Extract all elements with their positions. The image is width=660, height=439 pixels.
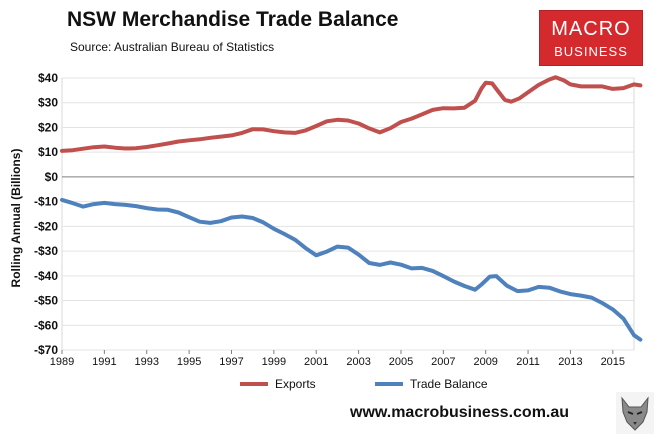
y-tick-label: $10 [38, 145, 58, 159]
legend-label-trade-balance: Trade Balance [410, 377, 488, 391]
website-url: www.macrobusiness.com.au [350, 404, 570, 421]
macrobusiness-logo: MACRO BUSINESS [539, 10, 643, 66]
y-tick-label: -$30 [34, 244, 58, 258]
x-tick-label: 2011 [516, 356, 540, 368]
y-tick-label: $20 [38, 120, 58, 134]
y-tick-label: -$60 [34, 318, 58, 332]
x-tick-label: 1991 [92, 356, 116, 368]
x-axis-tick-labels: 1989 1991 1993 1995 1997 1999 2001 2003 2005 2007… [50, 350, 625, 368]
x-tick-label: 1993 [134, 356, 158, 368]
logo-line-2: BUSINESS [554, 44, 628, 59]
legend-label-exports: Exports [275, 377, 316, 391]
x-tick-label: 2015 [601, 356, 625, 368]
legend: Exports Trade Balance [240, 377, 488, 391]
series-line-trade-balance [60, 197, 643, 342]
plot-area [61, 77, 635, 351]
chart-source: Source: Australian Bureau of Statistics [70, 40, 275, 54]
x-tick-label: 2013 [558, 356, 582, 368]
x-tick-label: 2009 [473, 356, 497, 368]
x-tick-label: 2005 [389, 356, 413, 368]
wolf-icon [616, 392, 654, 434]
y-tick-label: $40 [38, 71, 58, 85]
gridlines [62, 77, 634, 351]
y-tick-label: $30 [38, 96, 58, 110]
x-tick-label: 1997 [219, 356, 243, 368]
chart-title: NSW Merchandise Trade Balance [67, 8, 399, 31]
series-line-exports [60, 75, 643, 153]
x-tick-label: 1995 [177, 356, 201, 368]
y-tick-label: -$40 [34, 269, 58, 283]
y-tick-label: -$10 [34, 195, 58, 209]
x-tick-label: 2007 [431, 356, 455, 368]
x-tick-label: 1999 [262, 356, 286, 368]
y-axis-label: Rolling Annual (Billions) [9, 149, 23, 288]
y-axis-tick-labels: $40 $30 $20 $10 $0 -$10 -$20 -$30 -$40 -$50 -$60 -$… [34, 71, 58, 357]
logo-line-1: MACRO [551, 18, 631, 40]
y-tick-label: -$20 [34, 219, 58, 233]
y-tick-label: $0 [45, 170, 59, 184]
series-lines [60, 75, 643, 342]
y-tick-label: -$70 [34, 343, 58, 357]
x-tick-label: 2003 [346, 356, 370, 368]
y-tick-label: -$50 [34, 294, 58, 308]
x-tick-label: 1989 [50, 356, 74, 368]
x-tick-label: 2001 [304, 356, 328, 368]
